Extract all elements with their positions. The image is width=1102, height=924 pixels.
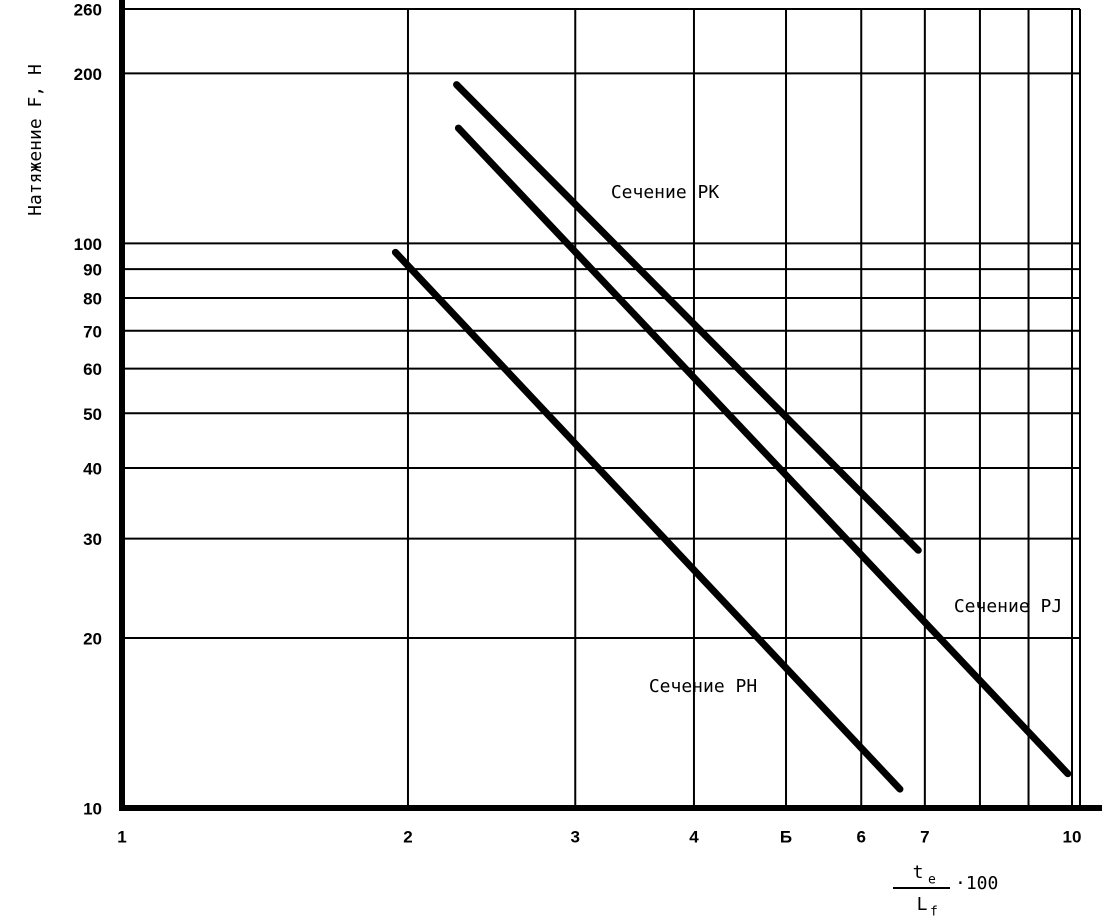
x-tick-label: Б (780, 827, 792, 846)
x-tick-label: 7 (920, 827, 929, 846)
x-label-suffix: ·100 (955, 873, 998, 894)
y-tick-label: 40 (83, 460, 102, 479)
y-tick-label: 30 (83, 530, 102, 549)
y-tick-label: 10 (83, 799, 102, 818)
x-tick-label: 4 (689, 827, 699, 846)
x-label-numerator: t (913, 862, 924, 883)
x-label-denominator-sub: f (930, 905, 938, 920)
x-axis-label: t e L f ·100 (893, 862, 998, 920)
series-line (453, 81, 922, 554)
x-label-denominator: L (917, 894, 928, 915)
y-tick-label: 20 (83, 630, 102, 649)
y-tick-label: 50 (83, 405, 102, 424)
y-tick-label: 70 (83, 322, 102, 341)
y-axis-label: Натяжение F, Н (25, 64, 46, 216)
y-tick-label: 60 (83, 360, 102, 379)
x-tick-label: 6 (857, 827, 866, 846)
series-label: Сечение PH (649, 676, 757, 697)
y-tick-label: 100 (74, 235, 102, 254)
series-label: Сечение PK (611, 182, 720, 203)
x-label-numerator-sub: e (928, 873, 936, 888)
series-label: Сечение PJ (954, 596, 1062, 617)
x-tick-label: 2 (403, 827, 412, 846)
series-line (454, 124, 1072, 778)
y-tick-label: 80 (83, 290, 102, 309)
x-tick-label: 1 (117, 827, 126, 846)
y-tick-label: 90 (83, 261, 102, 280)
x-tick-label: 3 (571, 827, 580, 846)
series-line (391, 248, 904, 793)
y-tick-label: 260 (74, 0, 102, 19)
x-tick-label: 10 (1063, 827, 1082, 846)
y-tick-label: 200 (74, 65, 102, 84)
